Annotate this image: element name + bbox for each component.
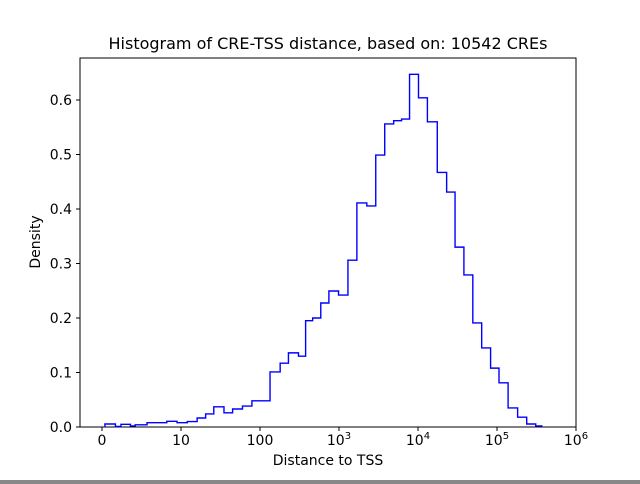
y-axis-ticks: 0.0 0.1 0.2 0.3 0.4 0.5 0.6 [50, 93, 80, 436]
y-tick-label: 0.0 [50, 420, 72, 436]
y-tick-label: 0.2 [50, 311, 72, 327]
x-tick-label: 105 [485, 431, 509, 449]
y-tick-label: 0.5 [50, 147, 72, 163]
x-tick-label: 104 [406, 431, 430, 449]
y-tick-label: 0.3 [50, 256, 72, 272]
x-tick-label: 0 [98, 433, 107, 449]
y-tick-label: 0.4 [50, 202, 72, 218]
x-axis-ticks: 0 10 100 103 104 105 106 [98, 427, 588, 449]
histogram-step-line [104, 73, 543, 428]
y-tick-label: 0.1 [50, 365, 72, 381]
x-axis-label: Distance to TSS [273, 453, 384, 469]
x-tick-label: 10 [172, 433, 190, 449]
y-axis-label: Density [28, 215, 44, 268]
x-tick-label: 100 [247, 433, 274, 449]
chart-title: Histogram of CRE-TSS distance, based on:… [109, 34, 548, 53]
y-tick-label: 0.6 [50, 93, 72, 109]
x-tick-label: 103 [327, 431, 351, 449]
x-tick-label: 106 [564, 431, 588, 449]
plot-area-frame [79, 57, 577, 428]
